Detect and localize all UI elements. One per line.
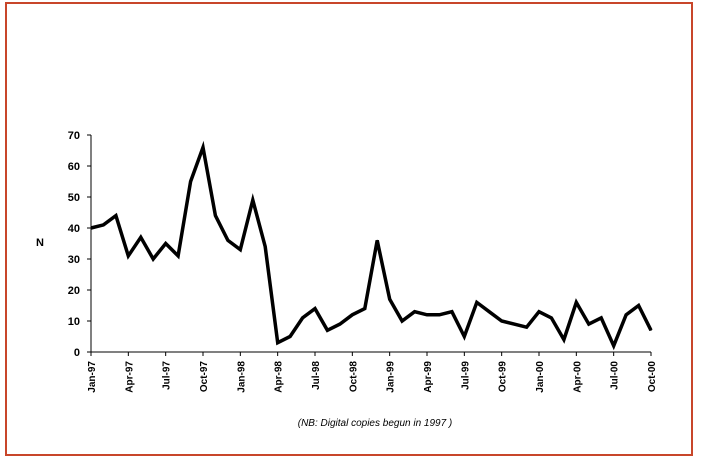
data-point (588, 324, 589, 325)
x-tick-label: Jan-99 (386, 361, 397, 393)
x-tick-label: Jul-97 (162, 361, 173, 390)
data-point (277, 342, 278, 343)
y-tick-label: 60 (68, 161, 80, 173)
data-point (240, 249, 241, 250)
data-point (364, 308, 365, 309)
y-tick-label: 40 (68, 223, 80, 235)
x-tick-label: Apr-97 (124, 361, 135, 393)
x-tick-label: Apr-98 (274, 361, 285, 393)
data-point (227, 240, 228, 241)
data-point (526, 327, 527, 328)
data-point (90, 227, 91, 228)
data-point (178, 255, 179, 256)
data-point (128, 255, 129, 256)
data-point (638, 305, 639, 306)
x-tick-label: Oct-99 (498, 361, 509, 393)
x-tick-label: Apr-99 (423, 361, 434, 393)
x-tick-label: Oct-00 (647, 361, 658, 393)
y-tick-label: 0 (74, 347, 80, 359)
data-point (613, 345, 614, 346)
data-point (426, 314, 427, 315)
data-point (501, 320, 502, 321)
data-point (551, 317, 552, 318)
series-points (90, 147, 651, 347)
x-tick-label: Jul-99 (460, 361, 471, 390)
y-tick-label: 30 (68, 254, 80, 266)
data-point (451, 311, 452, 312)
data-point (290, 336, 291, 337)
x-tick-label: Apr-00 (572, 361, 583, 393)
data-point (165, 243, 166, 244)
data-point (140, 237, 141, 238)
data-point (265, 246, 266, 247)
data-point (202, 147, 203, 148)
data-point (103, 224, 104, 225)
data-point (252, 200, 253, 201)
x-tick-label: Oct-98 (348, 361, 359, 393)
y-tick-label: 10 (68, 316, 80, 328)
data-point (115, 215, 116, 216)
data-point (153, 258, 154, 259)
y-tick-label: 50 (68, 192, 80, 204)
series-line (91, 147, 651, 345)
data-point (476, 302, 477, 303)
data-point (464, 336, 465, 337)
data-point (626, 314, 627, 315)
data-point (215, 215, 216, 216)
x-axis-ticks: Jan-97 Apr-97 Jul-97 Oct-97 Jan-98 Apr-98 Jul-… (87, 352, 658, 393)
data-point (402, 320, 403, 321)
data-point (414, 311, 415, 312)
data-point (601, 317, 602, 318)
data-point (563, 339, 564, 340)
y-axis-title: N (36, 237, 44, 249)
data-point (576, 302, 577, 303)
data-point (377, 240, 378, 241)
data-point (650, 330, 651, 331)
y-tick-label: 20 (68, 285, 80, 297)
chart-annotation: (NB: Digital copies begun in 1997 ) (298, 418, 453, 429)
data-point (489, 311, 490, 312)
y-axis-ticks: 0 10 20 30 40 50 60 70 (68, 130, 91, 359)
x-tick-label: Jul-00 (610, 361, 621, 390)
data-point (538, 311, 539, 312)
data-point (327, 330, 328, 331)
x-tick-label: Jan-97 (87, 361, 98, 393)
data-point (190, 181, 191, 182)
data-point (514, 324, 515, 325)
data-point (352, 314, 353, 315)
x-tick-label: Jul-98 (311, 361, 322, 390)
data-point (302, 317, 303, 318)
data-point (339, 324, 340, 325)
x-tick-label: Oct-97 (199, 361, 210, 393)
data-point (389, 299, 390, 300)
data-point (314, 308, 315, 309)
x-tick-label: Jan-00 (535, 361, 546, 393)
y-tick-label: 70 (68, 130, 80, 142)
x-tick-label: Jan-98 (236, 361, 247, 393)
data-point (439, 314, 440, 315)
